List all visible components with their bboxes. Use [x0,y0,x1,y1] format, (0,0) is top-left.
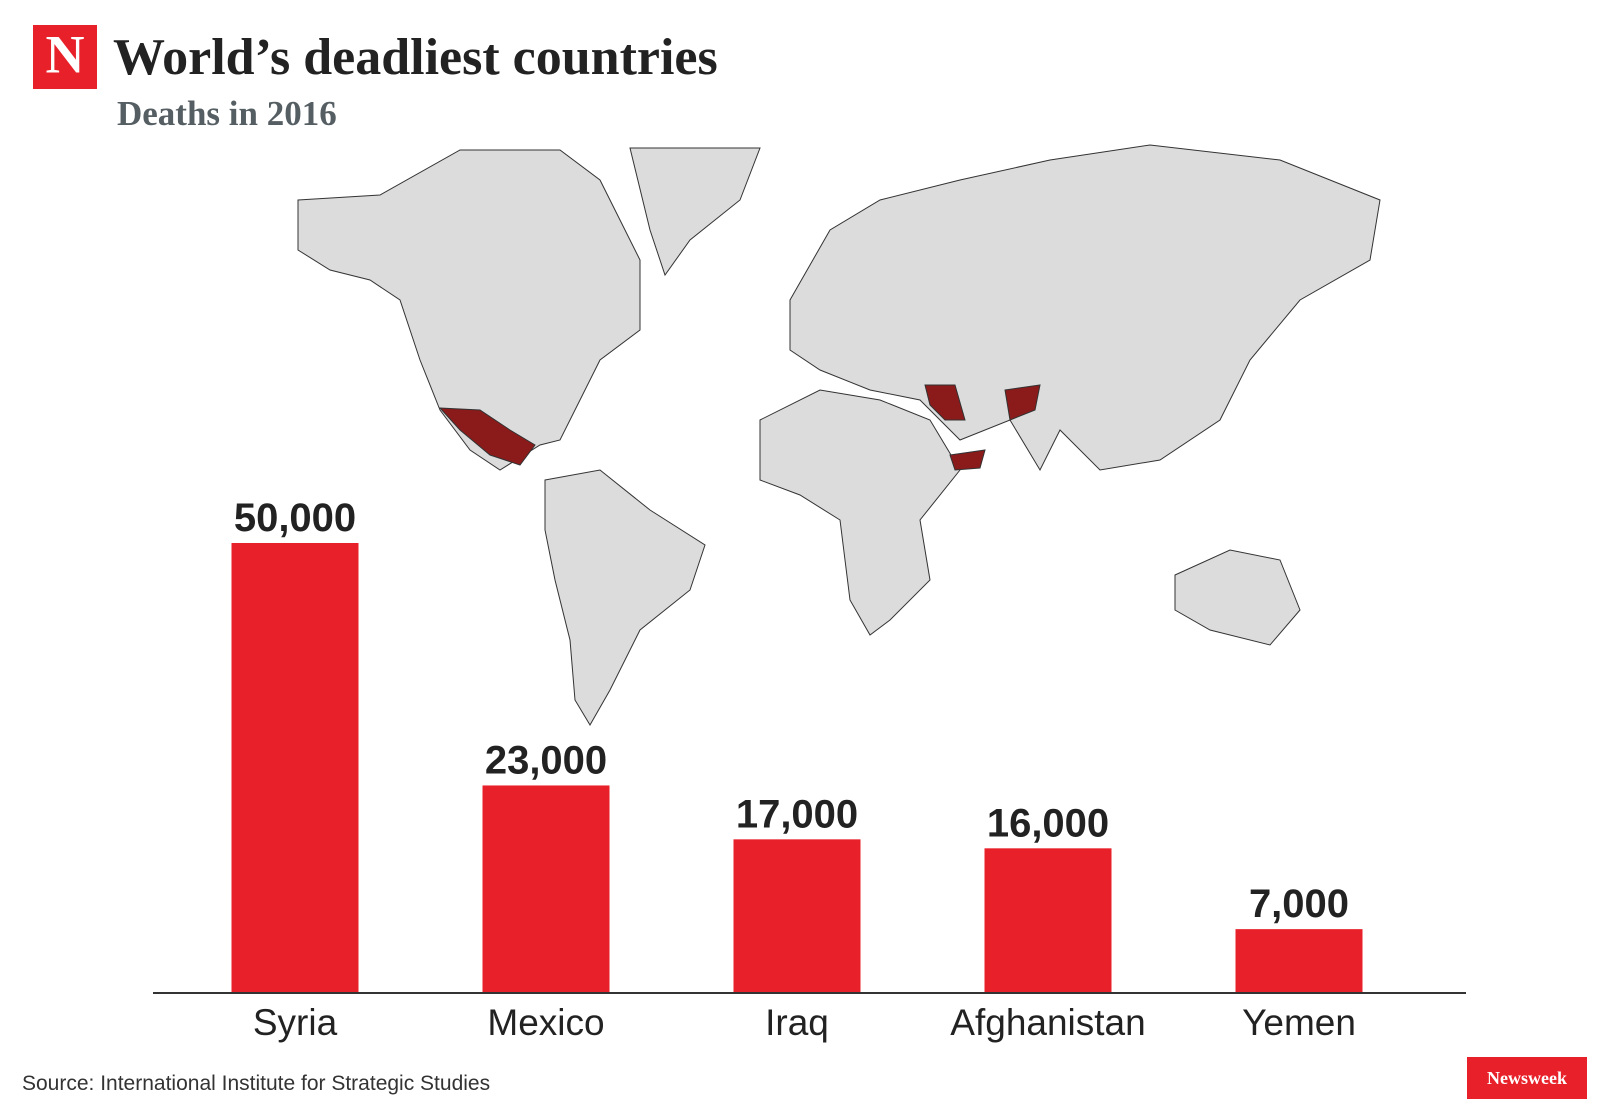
continent [629,147,761,277]
brand: Newsweek [1487,1068,1567,1088]
continent [297,149,641,471]
logo-box [33,25,97,89]
x-tick-label: Iraq [765,1002,829,1043]
continent [1174,549,1301,646]
x-tick-label: Afghanistan [950,1002,1145,1043]
highlight-country [1004,384,1041,421]
brand-box [1467,1057,1587,1099]
x-tick-label: Yemen [1242,1002,1356,1043]
logo: N [46,24,85,84]
continent [544,469,706,726]
source: Source: International Institute for Stra… [22,1072,490,1095]
chart-subtitle: Deaths in 2016 [117,94,337,133]
bar [1235,929,1363,992]
bar [733,839,861,992]
x-tick-label: Syria [253,1002,338,1043]
value-label: 50,000 [234,496,356,540]
chart-title: World’s deadliest countries [113,29,718,86]
bar [984,848,1112,992]
highlight-country [438,407,536,466]
highlight-country [924,384,966,421]
continent [759,389,961,636]
value-label: 7,000 [1249,882,1349,926]
value-label: 16,000 [987,801,1109,845]
bar [231,543,359,992]
world-map [297,144,1381,726]
bar [482,785,610,992]
x-tick-label: Mexico [487,1002,604,1043]
value-label: 17,000 [736,792,858,836]
highlight-country [949,449,986,471]
value-label: 23,000 [485,738,607,782]
